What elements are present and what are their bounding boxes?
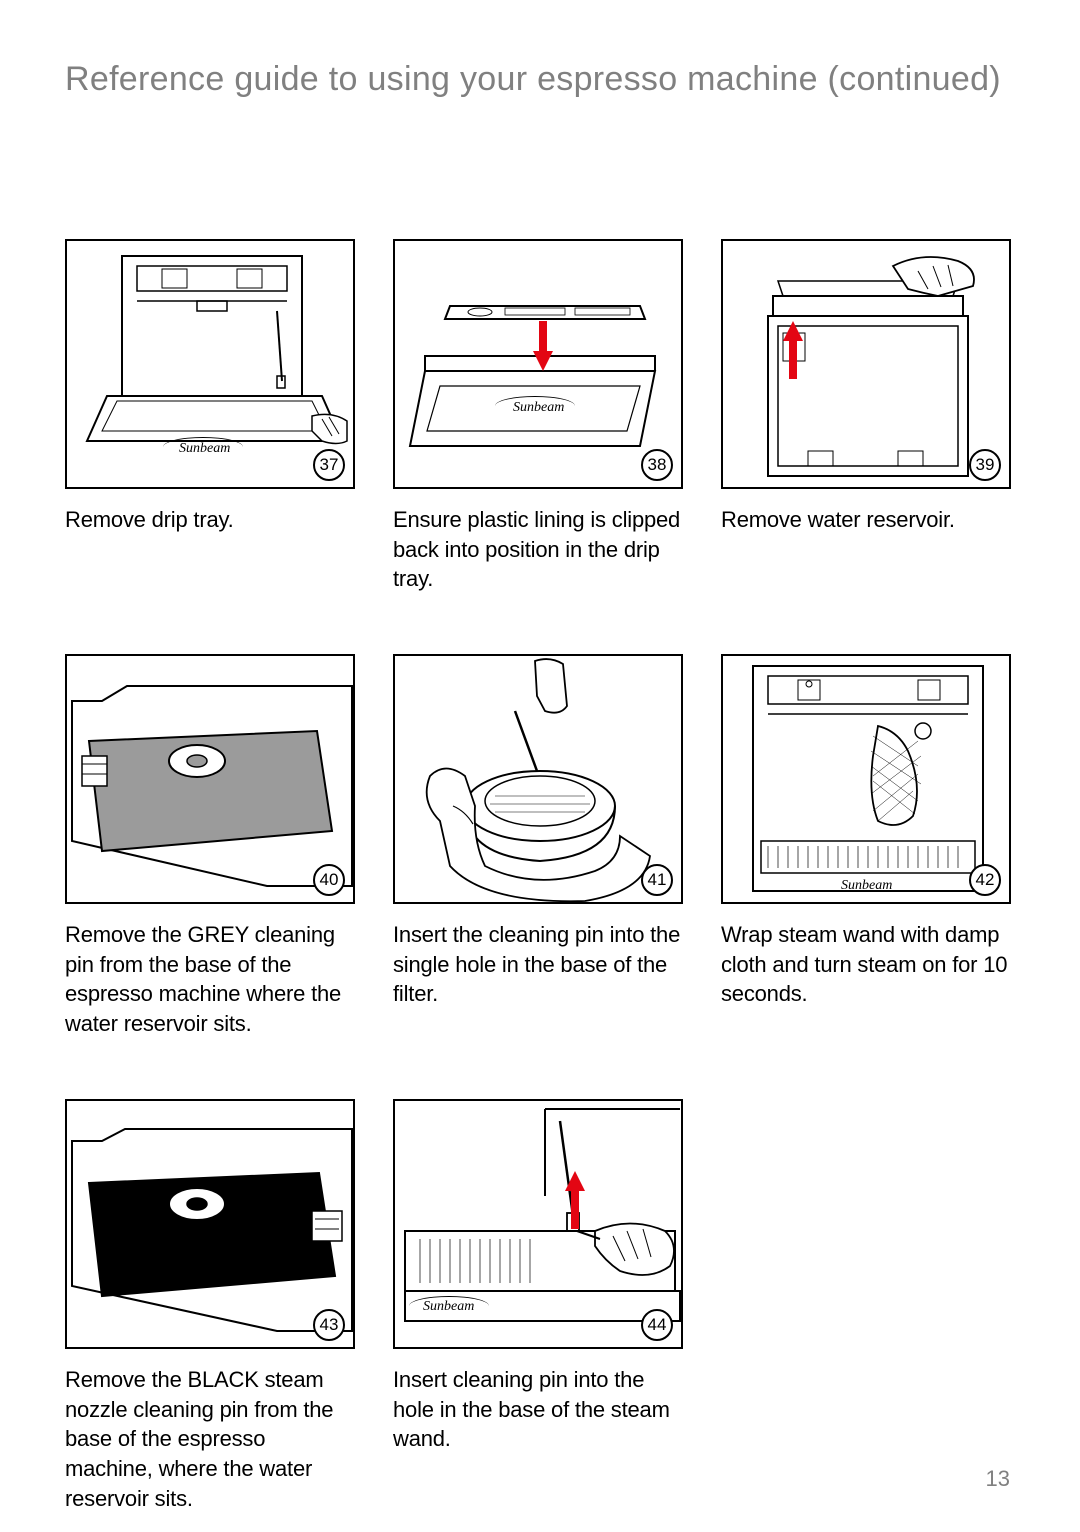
figure-42: Sunbeam 42 <box>721 654 1011 904</box>
figure-43: 43 <box>65 1099 355 1349</box>
figure-41: 41 <box>393 654 683 904</box>
step-caption: Remove the GREY cleaning pin from the ba… <box>65 920 355 1039</box>
figure-37: Sunbeam 37 <box>65 239 355 489</box>
figure-44: Sunbeam 44 <box>393 1099 683 1349</box>
step-caption: Wrap steam wand with damp cloth and turn… <box>721 920 1011 1009</box>
figure-number: 38 <box>641 449 673 481</box>
figure-number: 37 <box>313 449 345 481</box>
step-43: 43 Remove the BLACK steam nozzle cleanin… <box>65 1099 355 1513</box>
step-41: 41 Insert the cleaning pin into the sing… <box>393 654 683 1039</box>
brand-label: Sunbeam <box>513 400 564 416</box>
step-caption: Ensure plastic lining is clipped back in… <box>393 505 683 594</box>
figure-40: 40 <box>65 654 355 904</box>
step-caption: Remove water reservoir. <box>721 505 1011 535</box>
step-caption: Remove drip tray. <box>65 505 355 535</box>
figure-number: 40 <box>313 864 345 896</box>
step-caption: Remove the BLACK steam nozzle cleaning p… <box>65 1365 355 1513</box>
figure-number: 39 <box>969 449 1001 481</box>
step-37: Sunbeam 37 Remove drip tray. <box>65 239 355 594</box>
figure-number: 43 <box>313 1309 345 1341</box>
step-39: 39 Remove water reservoir. <box>721 239 1011 594</box>
step-44: Sunbeam 44 Insert cleaning pin into the … <box>393 1099 683 1513</box>
figure-number: 44 <box>641 1309 673 1341</box>
brand-label: Sunbeam <box>179 441 230 457</box>
figure-38: Sunbeam 38 <box>393 239 683 489</box>
page-number: 13 <box>986 1466 1010 1492</box>
figure-number: 41 <box>641 864 673 896</box>
brand-label: Sunbeam <box>841 878 892 894</box>
step-42: Sunbeam 42 Wrap steam wand with damp clo… <box>721 654 1011 1039</box>
figure-39: 39 <box>721 239 1011 489</box>
page-title: Reference guide to using your espresso m… <box>65 60 1015 99</box>
step-caption: Insert cleaning pin into the hole in the… <box>393 1365 683 1454</box>
step-40: 40 Remove the GREY cleaning pin from the… <box>65 654 355 1039</box>
step-caption: Insert the cleaning pin into the single … <box>393 920 683 1009</box>
step-38: Sunbeam 38 Ensure plastic lining is clip… <box>393 239 683 594</box>
steps-grid: Sunbeam 37 Remove drip tray. Sunbeam 38 <box>65 239 1015 1513</box>
figure-number: 42 <box>969 864 1001 896</box>
